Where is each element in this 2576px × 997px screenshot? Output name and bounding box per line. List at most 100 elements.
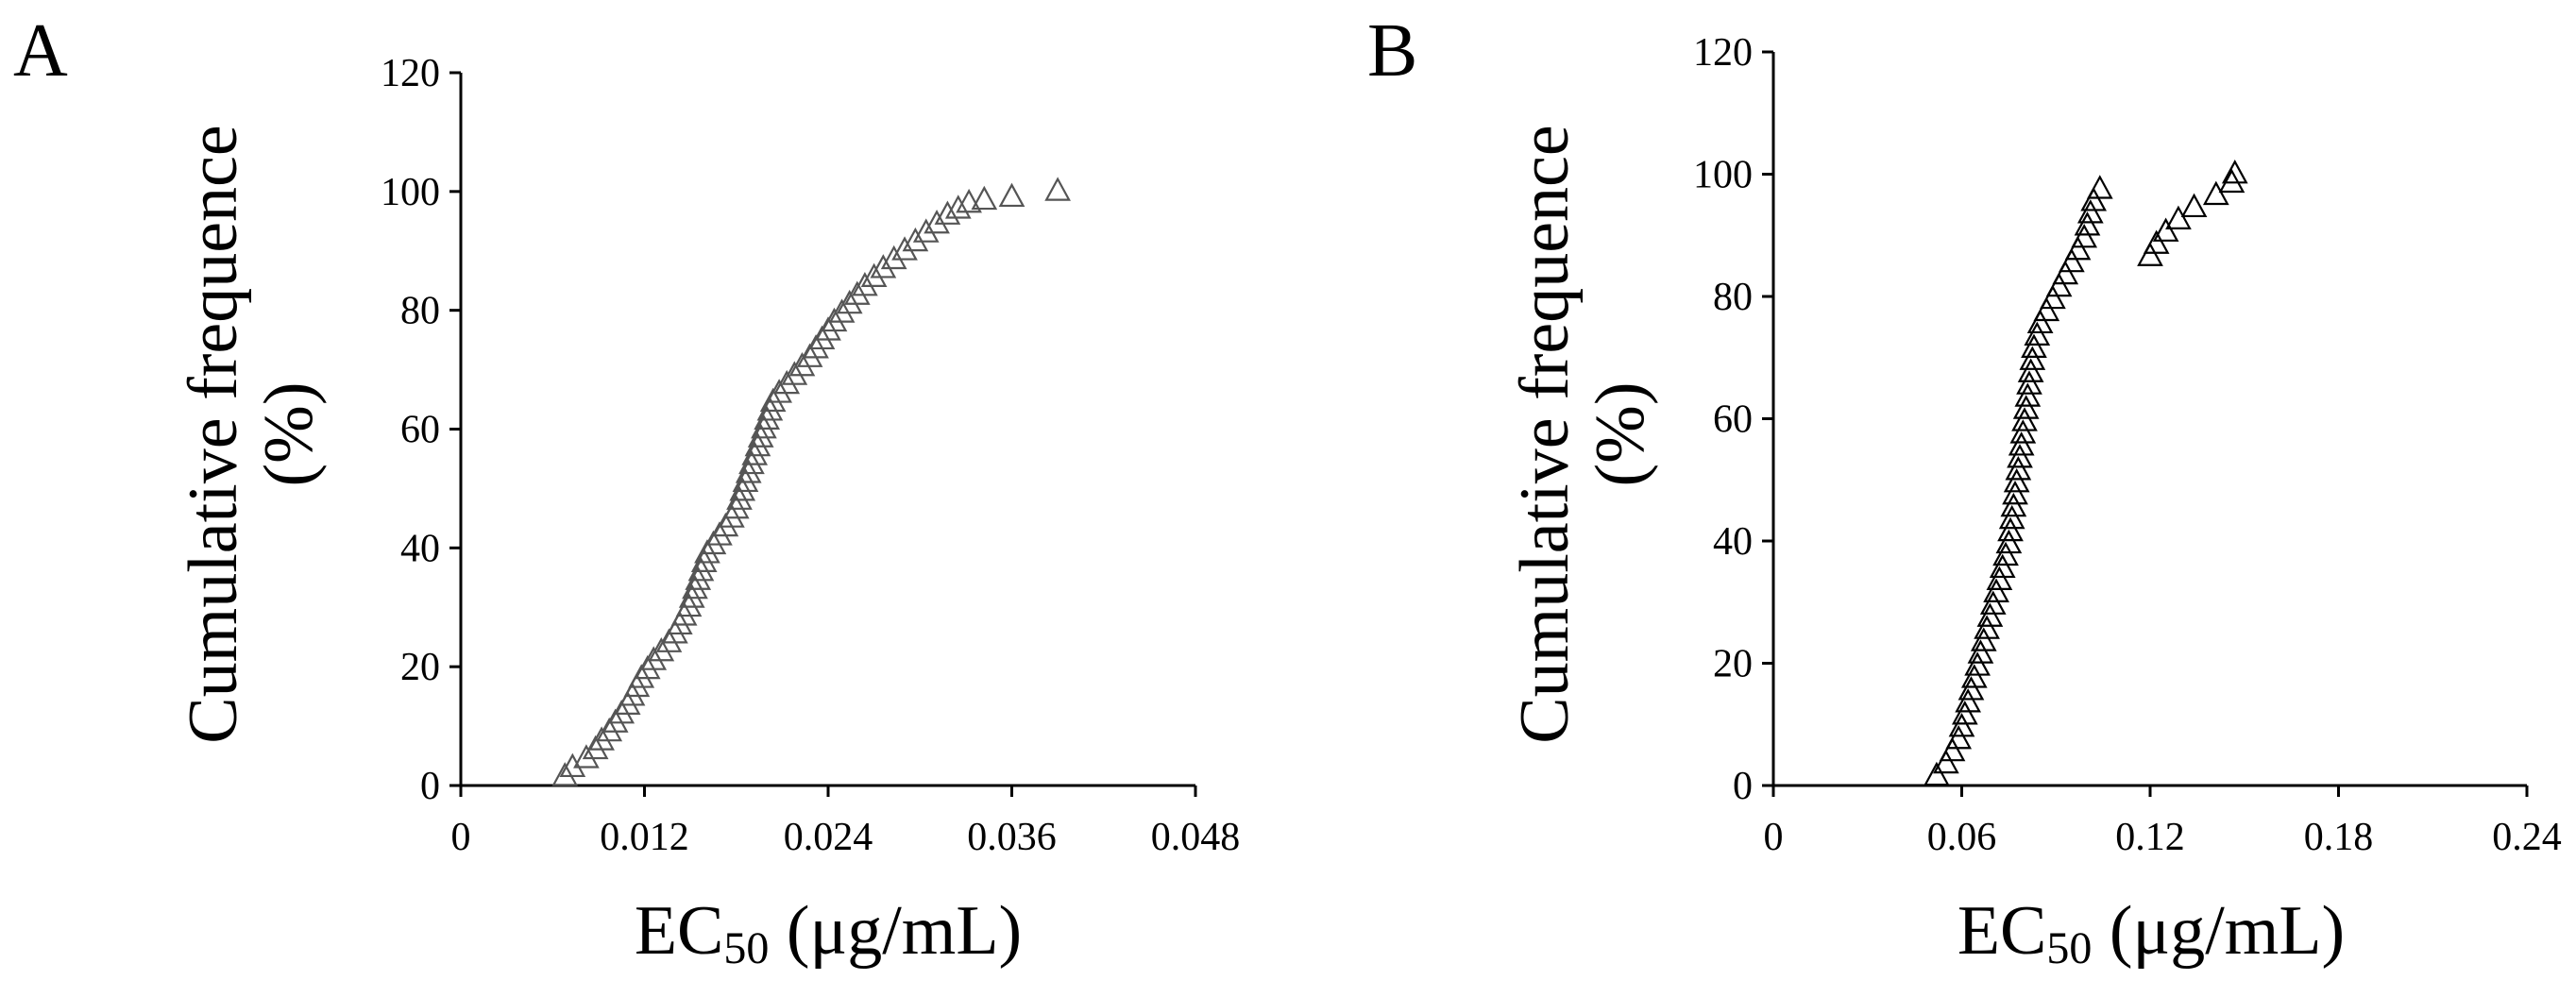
x-axis-title-prefix: EC	[635, 892, 724, 970]
data-point	[741, 441, 769, 465]
data-point	[1974, 615, 2000, 639]
data-point	[803, 334, 829, 359]
data-point	[678, 583, 705, 608]
data-point	[912, 218, 940, 243]
data-point	[2026, 309, 2054, 334]
data-point	[690, 548, 718, 572]
data-point	[971, 185, 998, 211]
data-point	[1945, 724, 1973, 750]
data-point	[596, 717, 623, 742]
data-point	[1986, 566, 2013, 590]
data-point	[747, 423, 774, 448]
x-axis-title: EC50 (μg/mL)	[1957, 892, 2345, 973]
data-point	[1964, 651, 1991, 676]
data-point	[944, 194, 972, 219]
data-point	[675, 592, 703, 617]
x-tick-label: 0.06	[1927, 816, 1997, 859]
y-tick-label: 20	[400, 646, 440, 689]
data-point	[828, 298, 856, 323]
data-point	[836, 289, 863, 314]
x-tick-label: 0.048	[1151, 816, 1241, 859]
data-point	[891, 236, 918, 261]
data-point	[2016, 370, 2042, 395]
data-point	[2059, 247, 2085, 273]
data-point	[582, 735, 609, 760]
data-point	[2080, 187, 2108, 211]
x-tick-label: 0.024	[784, 816, 873, 859]
data-point	[2005, 456, 2032, 481]
data-point	[2002, 480, 2028, 505]
data-point	[2021, 333, 2047, 358]
data-point	[2012, 395, 2040, 419]
data-point	[1976, 602, 2004, 627]
data-point	[738, 449, 765, 475]
x-tick-label: 0.12	[2115, 816, 2185, 859]
data-point	[588, 726, 615, 751]
data-point	[852, 272, 878, 296]
panel-label: B	[1367, 9, 1417, 93]
data-point	[815, 316, 841, 341]
data-point	[1992, 541, 2019, 566]
data-point	[2076, 199, 2104, 224]
data-point	[1948, 712, 1975, 737]
data-point	[2009, 419, 2037, 444]
data-point	[870, 254, 897, 279]
data-point	[682, 574, 708, 600]
data-point	[2014, 382, 2042, 407]
data-point	[2180, 193, 2208, 218]
data-point	[573, 744, 600, 769]
y-tick-label: 20	[1713, 643, 1753, 686]
data-point	[1998, 504, 2025, 530]
data-point	[843, 280, 871, 305]
x-tick-label: 0.18	[2304, 816, 2374, 859]
y-tick-label: 120	[381, 52, 440, 95]
data-point	[2017, 358, 2044, 382]
data-point	[744, 431, 771, 457]
data-point	[2218, 168, 2246, 194]
y-tick-label: 80	[400, 290, 440, 333]
x-axis-title-prefix: EC	[1957, 892, 2047, 970]
chart-panel-b: B Cumulative frequence (%) 0 20 40 60 80 100 1…	[1367, 9, 2562, 973]
data-point	[2024, 321, 2051, 346]
chart-panel-a: A Cumulative frequence (%) 0 20 40 60 80 100 1…	[13, 9, 1240, 973]
x-axis-title: EC50 (μg/mL)	[635, 892, 1022, 973]
data-point	[934, 200, 961, 225]
y-tick-label: 40	[400, 527, 440, 570]
data-point	[655, 628, 683, 652]
data-point	[956, 188, 982, 213]
data-point	[1960, 664, 1988, 688]
data-point	[1957, 676, 1985, 701]
y-tick-label: 120	[1693, 31, 1753, 75]
x-tick-label: 0	[1764, 816, 1784, 859]
panel-label: A	[13, 9, 68, 93]
data-point	[2007, 444, 2033, 468]
x-tick-label: 0.036	[967, 816, 1057, 859]
data-point	[2152, 217, 2179, 242]
data-point	[2137, 242, 2163, 266]
data-point	[2045, 272, 2073, 297]
x-axis-title-subscript: 50	[2046, 923, 2092, 973]
x-tick-label: 0.24	[2492, 816, 2562, 859]
data-point	[781, 361, 808, 385]
data-point	[729, 477, 756, 501]
data-point	[726, 485, 753, 510]
data-point	[722, 494, 750, 519]
y-tick-label: 80	[1713, 276, 1753, 319]
data-point	[2011, 407, 2038, 431]
data-point	[1939, 736, 1966, 762]
data-point	[1044, 177, 1071, 201]
data-point	[751, 414, 777, 439]
data-point	[1989, 553, 2016, 579]
data-point	[1983, 578, 2009, 602]
y-tick-label: 40	[1713, 520, 1753, 564]
data-point	[2064, 235, 2092, 261]
data-point	[2003, 467, 2030, 493]
data-point	[712, 512, 739, 537]
data-point	[808, 325, 836, 350]
y-tick-label: 100	[381, 171, 440, 214]
data-point	[788, 351, 816, 377]
data-point	[1997, 516, 2024, 542]
data-point	[687, 557, 715, 582]
data-point	[1924, 761, 1950, 786]
data-point	[732, 467, 759, 493]
